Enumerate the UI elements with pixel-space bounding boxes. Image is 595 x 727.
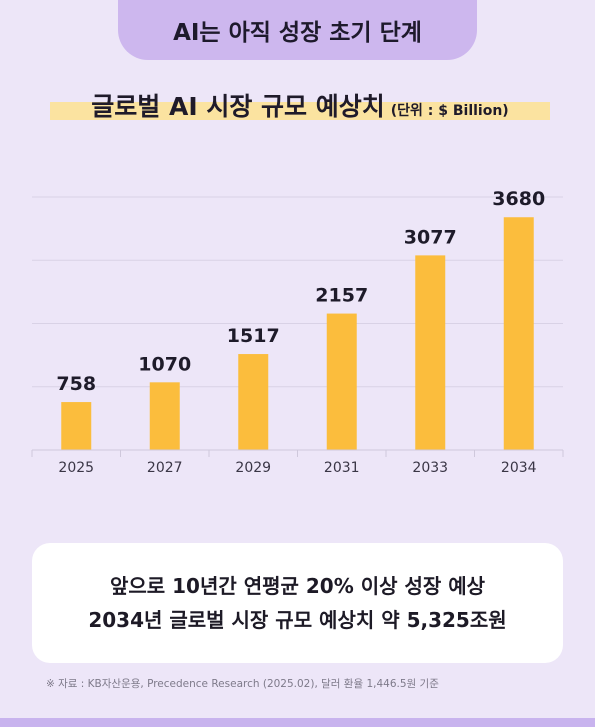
chart-unit-label: (단위 : $ Billion) [390, 103, 509, 119]
data-label-2027: 1070 [138, 353, 191, 375]
chart-title-block: 글로벌 AI 시장 규모 예상치 (단위 : $ Billion) [50, 83, 550, 123]
header-badge: AI는 아직 성장 초기 단계 [118, 0, 477, 60]
tick-label-2034: 2034 [501, 460, 537, 476]
bar-2034 [503, 217, 534, 450]
data-label-2025: 758 [56, 373, 96, 395]
tick-label-2025: 2025 [58, 460, 94, 476]
bar-2029 [238, 354, 269, 450]
tick-label-2031: 2031 [324, 460, 360, 476]
bottom-bar [0, 718, 595, 727]
header-badge-text: AI는 아직 성장 초기 단계 [173, 20, 422, 46]
data-label-2033: 3077 [404, 226, 457, 248]
caption-box: 앞으로 10년간 연평균 20% 이상 성장 예상 2034년 글로벌 시장 규… [32, 543, 563, 663]
title-highlight [50, 102, 550, 120]
data-label-2029: 1517 [227, 325, 280, 347]
caption-line-1: 앞으로 10년간 연평균 20% 이상 성장 예상 [109, 574, 486, 598]
tick-label-2027: 2027 [147, 460, 183, 476]
data-label-2034: 3680 [492, 188, 545, 210]
bar-chart: 758 2025 1070 2027 1517 2029 2157 2031 3077 2033 3… [31, 188, 564, 476]
chart-title: 글로벌 AI 시장 규모 예상치 [91, 92, 385, 121]
caption-line-2: 2034년 글로벌 시장 규모 예상치 약 5,325조원 [88, 608, 507, 632]
bar-2031 [326, 313, 357, 450]
bar-2033 [415, 255, 446, 450]
bar-2027 [149, 382, 180, 450]
data-label-2031: 2157 [315, 285, 368, 307]
tick-label-2029: 2029 [235, 460, 271, 476]
source-note: ※ 자료 : KB자산운용, Precedence Research (2025… [46, 678, 439, 690]
bar-2025 [61, 402, 92, 450]
tick-label-2033: 2033 [412, 460, 448, 476]
